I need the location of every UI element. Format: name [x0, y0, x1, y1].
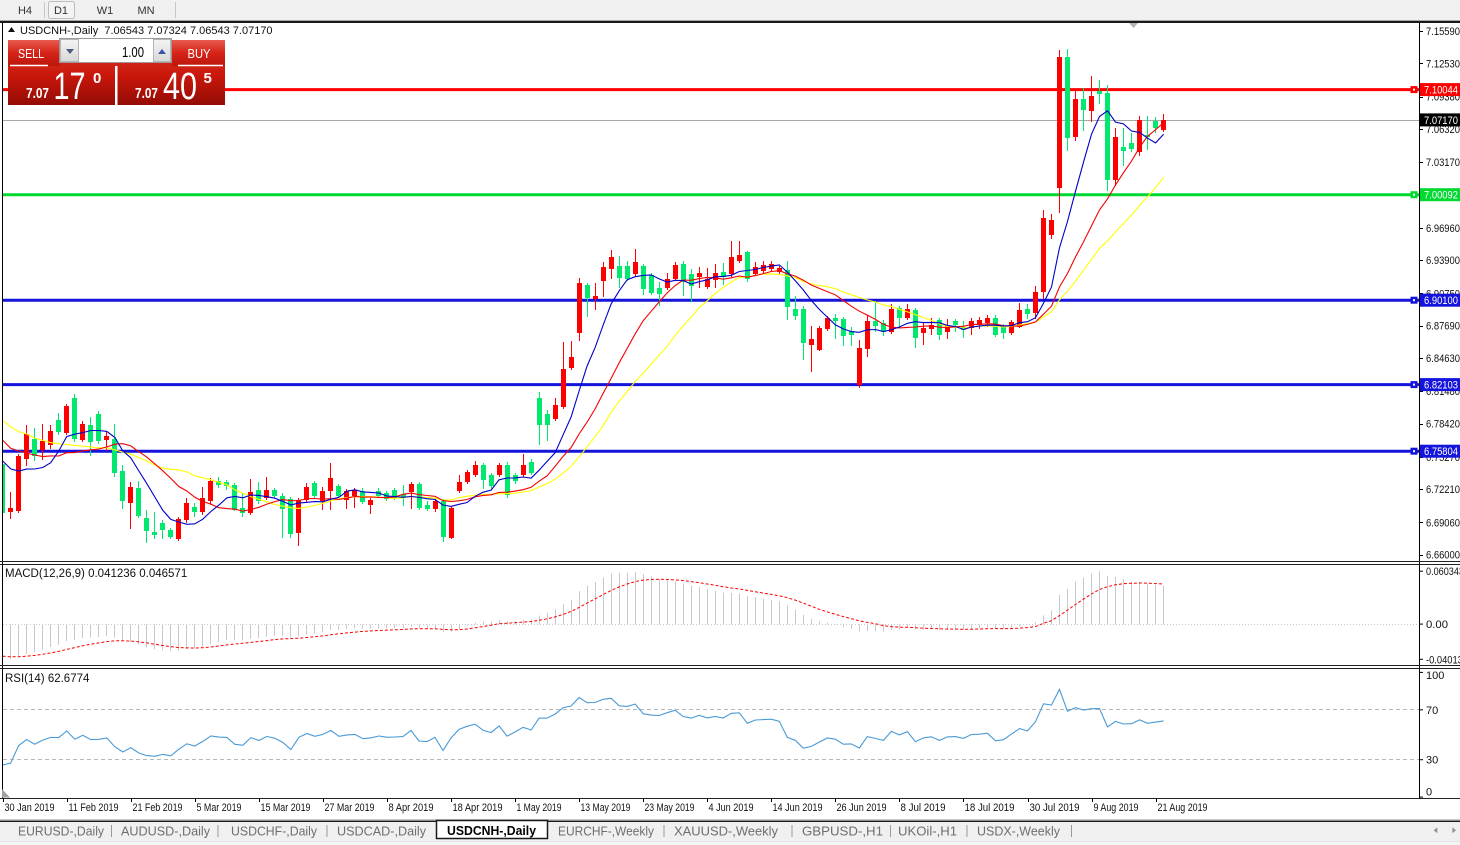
svg-text:SELL: SELL: [18, 46, 44, 61]
svg-text:6.93900: 6.93900: [1426, 255, 1460, 267]
svg-text:7.15590: 7.15590: [1426, 26, 1460, 38]
svg-text:D1: D1: [54, 5, 68, 17]
svg-text:17: 17: [54, 66, 86, 108]
svg-text:6.87690: 6.87690: [1426, 321, 1460, 333]
svg-text:7.06320: 7.06320: [1426, 124, 1460, 136]
svg-text:40: 40: [163, 66, 197, 108]
svg-text:6.90100: 6.90100: [1424, 295, 1458, 307]
svg-text:BUY: BUY: [188, 46, 211, 61]
svg-text:15 Mar 2019: 15 Mar 2019: [261, 802, 311, 814]
svg-text:0: 0: [93, 70, 101, 87]
svg-text:7.07170: 7.07170: [1424, 115, 1458, 127]
svg-text:7.03170: 7.03170: [1426, 157, 1460, 169]
svg-text:USDX-,Weekly: USDX-,Weekly: [977, 825, 1061, 839]
svg-text:5: 5: [204, 70, 212, 87]
svg-text:18 Jul 2019: 18 Jul 2019: [965, 802, 1015, 814]
svg-text:27 Mar 2019: 27 Mar 2019: [325, 802, 375, 814]
svg-text:6.96960: 6.96960: [1426, 223, 1460, 235]
svg-text:4 Jun 2019: 4 Jun 2019: [709, 802, 754, 814]
svg-text:6.66000: 6.66000: [1426, 550, 1460, 562]
svg-text:23 May 2019: 23 May 2019: [645, 802, 695, 814]
svg-text:W1: W1: [97, 5, 114, 17]
svg-text:30 Jan 2019: 30 Jan 2019: [5, 802, 55, 814]
svg-text:0.00: 0.00: [1426, 619, 1448, 631]
svg-text:EURCHF-,Weekly: EURCHF-,Weekly: [558, 825, 655, 839]
svg-text:USDCAD-,Daily: USDCAD-,Daily: [337, 825, 427, 839]
svg-text:6.82103: 6.82103: [1424, 380, 1458, 392]
svg-text:7.12530: 7.12530: [1426, 58, 1460, 70]
svg-text:XAUUSD-,Weekly: XAUUSD-,Weekly: [674, 825, 779, 839]
svg-text:30: 30: [1426, 755, 1438, 767]
svg-text:AUDUSD-,Daily: AUDUSD-,Daily: [121, 825, 211, 839]
svg-text:6.72210: 6.72210: [1426, 484, 1460, 496]
svg-text:0.060343: 0.060343: [1426, 566, 1460, 578]
svg-text:RSI(14) 62.6774: RSI(14) 62.6774: [5, 673, 90, 685]
svg-text:H4: H4: [18, 5, 32, 17]
svg-text:14 Jun 2019: 14 Jun 2019: [773, 802, 823, 814]
svg-text:13 May 2019: 13 May 2019: [581, 802, 631, 814]
svg-text:5 Mar 2019: 5 Mar 2019: [197, 802, 242, 814]
svg-text:7.07: 7.07: [26, 86, 49, 102]
svg-text:7.00092: 7.00092: [1424, 190, 1458, 202]
svg-text:USDCNH-,Daily 7.06543 7.07324: USDCNH-,Daily 7.06543 7.07324 7.06543 7.…: [20, 25, 273, 37]
svg-text:MN: MN: [137, 5, 154, 17]
svg-text:6.75804: 6.75804: [1424, 446, 1458, 458]
svg-text:18 Apr 2019: 18 Apr 2019: [453, 802, 503, 814]
svg-text:USDCNH-,Daily: USDCNH-,Daily: [447, 823, 537, 838]
svg-text:GBPUSD-,H1: GBPUSD-,H1: [802, 825, 883, 839]
svg-text:30 Jul 2019: 30 Jul 2019: [1030, 802, 1080, 814]
svg-text:UKOil-,H1: UKOil-,H1: [898, 825, 957, 839]
svg-text:USDCHF-,Daily: USDCHF-,Daily: [231, 825, 318, 839]
svg-text:7.07: 7.07: [135, 86, 158, 102]
svg-text:9 Aug 2019: 9 Aug 2019: [1094, 802, 1139, 814]
svg-text:1.00: 1.00: [122, 44, 144, 61]
svg-text:26 Jun 2019: 26 Jun 2019: [837, 802, 887, 814]
svg-text:-0.040138: -0.040138: [1426, 654, 1460, 666]
svg-text:21 Aug 2019: 21 Aug 2019: [1158, 802, 1208, 814]
svg-text:8 Jul 2019: 8 Jul 2019: [901, 802, 946, 814]
svg-text:7.10044: 7.10044: [1424, 85, 1458, 97]
svg-text:6.78420: 6.78420: [1426, 419, 1460, 431]
svg-text:EURUSD-,Daily: EURUSD-,Daily: [18, 825, 105, 839]
svg-text:70: 70: [1426, 705, 1438, 717]
svg-text:MACD(12,26,9) 0.041236 0.04657: MACD(12,26,9) 0.041236 0.046571: [5, 568, 187, 580]
svg-text:6.84630: 6.84630: [1426, 353, 1460, 365]
svg-text:21 Feb 2019: 21 Feb 2019: [133, 802, 183, 814]
svg-text:6.69060: 6.69060: [1426, 517, 1460, 529]
svg-text:0: 0: [1426, 787, 1432, 799]
svg-text:8 Apr 2019: 8 Apr 2019: [389, 802, 434, 814]
svg-text:1 May 2019: 1 May 2019: [517, 802, 562, 814]
svg-text:100: 100: [1426, 670, 1444, 682]
svg-text:11 Feb 2019: 11 Feb 2019: [69, 802, 119, 814]
